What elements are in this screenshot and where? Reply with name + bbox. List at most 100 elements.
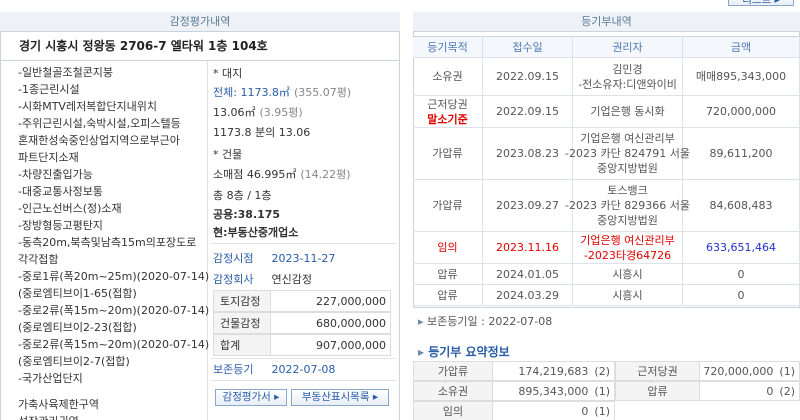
list-button-label: 리스트 — [742, 0, 772, 6]
summary-title: 등기부 요약정보 — [418, 343, 509, 360]
summary-value: 895,343,000 (1) — [493, 381, 615, 401]
restriction-line: 가축사육제한구역 — [18, 398, 99, 411]
description-line: -차량진출입가능 — [18, 168, 93, 181]
registry-cell: 토스뱅크 -2023 카단 829366 서울 중앙지방법원 — [565, 180, 690, 232]
registry-cell: 임의 — [413, 232, 483, 264]
purpose: 압류 — [437, 288, 458, 302]
list-button[interactable]: 리스트 — [728, 0, 794, 6]
registry-cell: 2023.09.27 — [483, 180, 573, 232]
date: 2024.01.05 — [496, 267, 559, 281]
doc-button[interactable]: 감정평가서 — [215, 389, 287, 406]
holder: -2023 카단 829366 서울 — [565, 199, 690, 212]
amount-value: 680,000,000 — [270, 312, 391, 334]
amount: 720,000,000 — [706, 105, 776, 118]
summary-value: 0 (1) — [493, 401, 615, 420]
registry-cell: 소유권 — [413, 58, 483, 96]
summary-label: 소유권 — [413, 381, 493, 401]
registry-cell: 2024.01.05 — [483, 264, 573, 285]
registry-cell: 0 — [683, 264, 800, 285]
holder: 시흥시 — [612, 288, 643, 302]
building-label: * 건물 — [213, 148, 243, 161]
share: 13.06㎡ (3.95평) — [213, 104, 303, 120]
summary-value-part: 174,219,683 — [518, 365, 589, 378]
preservation-part: 2022-07-08 — [271, 363, 336, 376]
share-ratio: 1173.8 분의 13.06 — [213, 126, 311, 139]
description-line: -중로2류(폭15m~20m)(2020-07-14) — [18, 304, 210, 317]
registry-cell: 김민경 -전소유자:디앤와이비 — [573, 58, 683, 96]
appraisal-date-part: 감정시점 — [213, 252, 254, 265]
share-part: 13.06㎡ — [213, 106, 256, 119]
description-line: -주위근린시설,숙박시설,오피스텔등 — [18, 117, 181, 130]
holder: -2023 카단 824791 서울 — [565, 147, 690, 160]
purpose: 근저당권 — [427, 97, 468, 111]
summary-label: 근저당권 — [615, 361, 700, 381]
purpose: 가압류 — [432, 147, 463, 160]
registry-cell: 0 — [683, 285, 800, 306]
summary-label: 압류 — [615, 381, 700, 401]
amount: 0 — [737, 288, 745, 302]
summary-value-part: 0 — [766, 385, 774, 398]
summary-value-part: 720,000,000 — [703, 365, 774, 378]
registry-cell: 가압류 — [413, 128, 483, 180]
floors: 총 8층 / 1층 — [213, 189, 272, 202]
purpose: 압류 — [437, 267, 458, 281]
summary-value-part: (1) — [779, 365, 795, 378]
holder: 김민경 — [612, 62, 643, 76]
holder: 중앙지방법원 — [597, 162, 658, 175]
amount: 84,608,483 — [709, 199, 773, 212]
summary-value-part: 0 — [581, 405, 589, 418]
registry-cell: 2023.08.23 — [483, 128, 573, 180]
holder: 토스뱅크 — [607, 184, 648, 197]
land-label: * 대지 — [213, 67, 243, 80]
summary-value: 174,219,683 (2) — [493, 361, 615, 381]
column-header: 등기목적 — [413, 36, 483, 58]
summary-label: 가압류 — [413, 361, 493, 381]
appraiser-part: 연신감정 — [271, 273, 312, 286]
amount: 633,651,464 — [706, 241, 776, 254]
summary-label: 임의 — [413, 401, 493, 420]
purpose: 말소기준 — [427, 112, 468, 126]
summary-value: 0 (2) — [700, 381, 800, 401]
summary-value-part: (1) — [594, 385, 610, 398]
summary-value: 720,000,000 (1) — [700, 361, 800, 381]
building-use: 소매점 46.995㎡ (14.22평) — [213, 166, 351, 182]
restriction-line: 성장관리권역 — [18, 413, 79, 420]
amount-label: 합계 — [213, 334, 271, 356]
description-line: -인근노선버스(정)소재 — [18, 202, 122, 215]
doc-button[interactable]: 부동산표시목록 — [291, 389, 389, 406]
holder: -전소유자:디앤와이비 — [578, 77, 677, 91]
registry-cell: 2023.11.16 — [483, 232, 573, 264]
appraisal-date-part: 2023-11-27 — [271, 252, 336, 265]
description-line: 혼재한성숙중인상업지역으로부근아 — [18, 134, 180, 147]
registry-cell: 2024.03.29 — [483, 285, 573, 306]
description-line: 각각접함 — [18, 253, 59, 266]
description-line: -동측20m,북측및남측15m의포장도로 — [18, 236, 197, 249]
registry-cell: 89,611,200 — [683, 128, 800, 180]
registry-cell: 시흥시 — [573, 264, 683, 285]
registry-cell: 2022.09.15 — [483, 58, 573, 96]
registry-cell: 가압류 — [413, 180, 483, 232]
sep — [211, 380, 396, 381]
description-line: -시화MTV레저복합단지내위치 — [18, 100, 158, 113]
description-line: -대중교통사정보통 — [18, 185, 103, 198]
registry-cell: 기업은행 동시화 — [573, 96, 683, 128]
date: 2023.08.23 — [496, 147, 559, 160]
land-total-part: 전체: 1173.8㎡ — [213, 86, 290, 99]
description-line: (중로엠티브이2-7(접합) — [18, 355, 130, 368]
summary-value-part: 895,343,000 — [518, 385, 589, 398]
building-use-part: (14.22평) — [300, 168, 351, 181]
registry-cell: 압류 — [413, 285, 483, 306]
registry-cell: 시흥시 — [573, 285, 683, 306]
land-total-part: (355.07평) — [293, 86, 352, 99]
description-line: (중로엠티브이1-65(접함) — [18, 287, 137, 300]
amount: 89,611,200 — [709, 147, 773, 160]
column-header: 권리자 — [573, 36, 683, 58]
summary-value-part: (2) — [779, 385, 795, 398]
appraiser: 감정회사 연신감정 — [213, 271, 312, 287]
building-use-part: 소매점 46.995㎡ — [213, 168, 297, 181]
date: 2022.09.15 — [496, 70, 559, 83]
amount: 매매895,343,000 — [695, 70, 787, 83]
land-total: 전체: 1173.8㎡ (355.07평) — [213, 84, 351, 100]
description-line: -1종근린시설 — [18, 83, 80, 96]
